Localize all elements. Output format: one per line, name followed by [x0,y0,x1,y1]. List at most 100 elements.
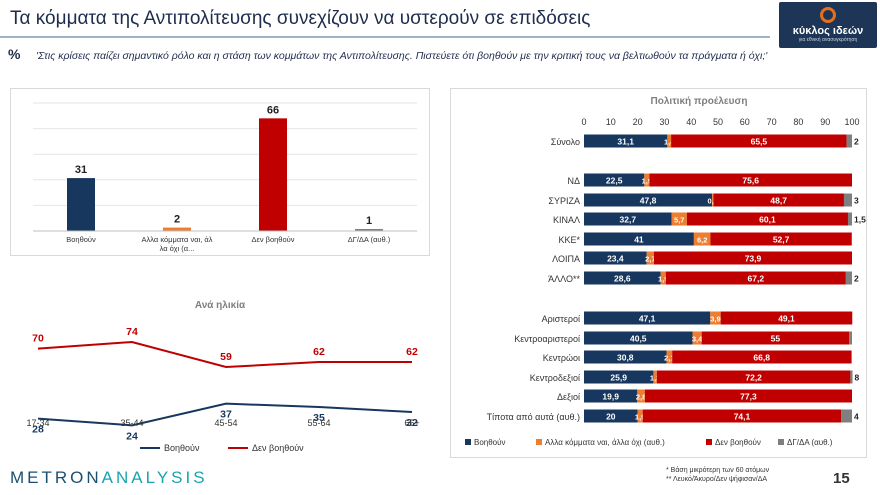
x-tick-label: 50 [713,117,723,127]
legend-label: Δεν βοηθούν [715,438,761,447]
x-tick-label: 80 [793,117,803,127]
stack-segment-0 [584,370,654,384]
stack-segment-2 [642,409,842,423]
legend-label: Δεν βοηθούν [252,443,304,453]
segment-value-label: 40,5 [630,334,647,344]
page-number: 15 [833,470,850,487]
row-label: Δεξιοί [557,392,580,402]
stack-segment-2 [653,251,852,265]
age-tick-label: 35-44 [120,418,143,428]
stack-segment-3 [851,350,852,364]
x-tick-label: 20 [633,117,643,127]
segment-value-label: 1,4 [664,138,675,147]
stack-segment-3 [846,134,852,148]
segment-value-label: 5,7 [674,216,684,225]
segment-value-label: 2,7 [645,255,655,264]
segment-value-label: 2 [854,274,859,284]
row-label: Κεντρώοι [543,353,580,363]
legend-label: Βοηθούν [164,443,200,453]
stack-segment-3 [845,271,852,285]
bar-0 [67,178,95,231]
segment-value-label: 74,1 [734,412,751,422]
stack-segment-0 [584,173,645,187]
segment-value-label: 73,9 [745,254,762,264]
metron-analysis-logo: METRONANALYSIS [10,468,208,488]
row-label: Σύνολο [551,137,580,147]
bar-value-label: 2 [174,214,180,226]
brand-metron: METRON [10,468,102,487]
stack-segment-3 [849,331,852,345]
row-label: Κεντροαριστεροί [514,334,580,344]
line-value-label: 74 [126,326,138,338]
stack-segment-1 [710,311,721,325]
category-label: Βοηθούν [66,235,96,244]
category-label: Αλλα κόμματα ναι, άλ [142,235,213,244]
row-label: Κεντροδεξιοί [530,373,580,383]
segment-value-label: 23,4 [607,254,624,264]
segment-value-label: 3,9 [710,315,720,324]
stack-segment-2 [649,173,852,187]
legend-swatch [706,439,712,445]
line-value-label: 59 [220,351,232,363]
line-value-label: 70 [32,333,44,345]
legend-label: ΔΓ/ΔΑ (αυθ.) [787,438,833,447]
logo-name: κύκλος ιδεών [792,25,864,37]
segment-value-label: 1,5 [854,215,866,225]
segment-value-label: 31,1 [617,137,634,147]
bar-value-label: 31 [75,164,87,176]
stack-segment-3 [850,370,853,384]
stack-segment-2 [710,232,852,246]
line-value-label: 62 [313,346,325,358]
bar-value-label: 1 [366,215,372,227]
segment-value-label: 65,5 [751,137,768,147]
stack-segment-2 [665,271,846,285]
segment-value-label: 2,8 [636,393,646,402]
segment-value-label: 47,8 [640,196,657,206]
stack-segment-0 [584,389,638,403]
overall-bar-chart: 31 Βοηθούν 2 Αλλα κόμματα ναι, άλλα όχι (α.… [33,102,417,253]
stack-segment-0 [584,193,713,207]
stack-segment-0 [584,251,647,265]
age-tick-label: 45-54 [214,418,237,428]
segment-value-label: 66,8 [753,353,770,363]
row-label: Αριστεροί [542,314,580,324]
segment-value-label: 55 [771,334,781,344]
stack-segment-1 [712,193,714,207]
legend-label: Αλλα κόμματα ναι, άλλα όχι (αυθ.) [545,438,665,447]
survey-question: 'Στις κρίσεις παίζει σημαντικό ρόλο και … [36,50,768,62]
row-label: ΝΔ [567,176,580,186]
political-origin-chart: Πολιτική προέλευση 0 10 20 30 40 50 60 70 80 90 100… [465,96,866,447]
stack-segment-1 [671,212,687,226]
stack-segment-3 [841,409,852,423]
segment-value-label: 1,9 [658,275,668,284]
age-line-chart: Ανά ηλικία 28 24 37 35 32 70 74 59 62 62 17-34 35-44… [26,300,419,453]
stack-segment-0 [584,331,693,345]
percent-symbol: % [8,46,21,62]
row-label: Τίποτα από αυτά (αυθ.) [487,412,580,422]
kyklos-ideon-logo: κύκλος ιδεών για εθνική ανασυγκρότηση [779,2,877,48]
footnotes: * Βάση μικρότερη των 60 ατόμων ** Λευκό/… [666,466,769,484]
segment-value-label: 3 [854,196,859,206]
segment-value-label: 19,9 [602,392,619,402]
segment-value-label: 32,7 [620,215,637,225]
segment-value-label: 1,9 [642,177,652,186]
segment-value-label: 30,8 [617,353,634,363]
x-tick-label: 60 [740,117,750,127]
stack-segment-1 [666,350,673,364]
row-label: ΆΛΛΟ** [548,274,580,284]
segment-value-label: 2 [854,137,859,147]
segment-value-label: 1,3 [650,374,660,383]
segment-value-label: 20 [606,412,616,422]
stack-segment-1 [644,173,650,187]
category-label: Δεν βοηθούν [251,235,294,244]
segment-value-label: 49,1 [778,314,795,324]
segment-value-label: 75,6 [742,176,759,186]
line-value-label: 28 [32,424,44,436]
segment-value-label: 3,4 [692,335,703,344]
segment-value-label: 0,5 [708,197,718,206]
line-value-label: 37 [220,409,232,421]
legend-swatch [778,439,784,445]
stack-segment-1 [692,331,702,345]
row-label: ΚΚΕ* [558,235,580,245]
stack-segment-0 [584,409,638,423]
